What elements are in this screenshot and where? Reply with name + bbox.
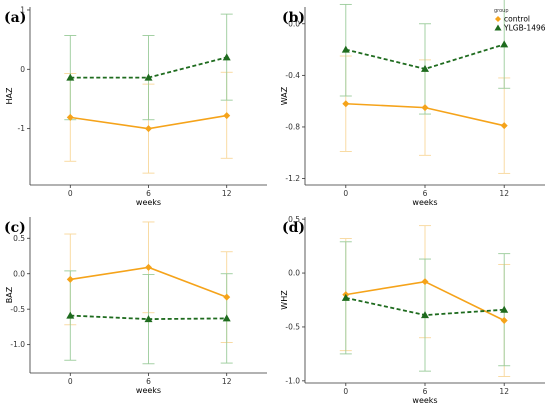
chart-panel-2: -1.2 -0.8 -0.4 0.0 0 6 12 weeks WAZ (b)	[280, 0, 545, 207]
legend-marker-diamond	[495, 16, 501, 22]
y-tick-label: -1.0	[10, 340, 25, 349]
y-axis-title: BAZ	[5, 286, 14, 303]
x-tick-label: 6	[146, 377, 151, 386]
y-tick-label: 0.5	[13, 234, 25, 243]
data-point-ylgb-1496	[144, 315, 153, 323]
data-point-control	[66, 275, 74, 283]
y-tick-label: -0.8	[285, 123, 300, 132]
x-tick-label: 12	[222, 189, 232, 198]
y-tick-label: -1.2	[285, 174, 300, 183]
x-axis-title: weeks	[412, 396, 437, 405]
legend-label: YLGB-1496	[503, 24, 546, 33]
panel-label: (a)	[4, 10, 26, 26]
x-tick-label: 6	[423, 189, 428, 198]
legend-title: group	[494, 8, 509, 14]
data-point-control	[342, 100, 350, 108]
y-tick-label: 0.5	[288, 215, 300, 224]
data-point-control	[500, 122, 508, 130]
data-point-ylgb-1496	[421, 64, 429, 72]
y-tick-label: 0.0	[288, 269, 300, 278]
x-tick-label: 12	[499, 189, 509, 198]
y-axis-title: WAZ	[280, 86, 289, 105]
x-axis-title: weeks	[136, 386, 161, 395]
x-tick-label: 0	[343, 189, 348, 198]
data-point-ylgb-1496	[144, 73, 153, 81]
x-axis-title: weeks	[136, 198, 161, 207]
x-axis-title: weeks	[412, 198, 437, 207]
panel-label: (b)	[282, 10, 305, 26]
data-point-control	[500, 316, 508, 324]
y-axis-title: HAZ	[5, 87, 14, 104]
x-tick-label: 0	[343, 387, 348, 396]
x-tick-label: 12	[222, 377, 232, 386]
panel-label: (c)	[4, 220, 26, 236]
chart-panel-4: -1.0 -0.5 0.0 0.5 0 6 12 weeks WHZ (d)	[280, 215, 545, 405]
y-tick-label: 0.0	[13, 269, 25, 278]
data-point-control	[223, 293, 231, 301]
data-point-ylgb-1496	[66, 311, 75, 319]
y-tick-label: 0	[20, 65, 25, 74]
data-point-ylgb-1496	[341, 293, 350, 301]
panels: -1 0 1 0 6 12 weeks HAZ (a) -1.2 -0.8 -0.4 0.0 0 6 12 we…	[4, 0, 545, 405]
y-tick-label: -0.5	[10, 305, 25, 314]
x-tick-label: 0	[68, 189, 73, 198]
x-tick-label: 0	[68, 377, 73, 386]
x-tick-label: 6	[423, 387, 428, 396]
legend-marker-triangle	[494, 24, 502, 31]
y-tick-label: -0.4	[285, 71, 300, 80]
data-point-control	[145, 125, 152, 133]
y-tick-label: 0.0	[288, 19, 300, 28]
chart-panel-3: -1.0 -0.5 0.0 0.5 0 6 12 weeks BAZ (c)	[4, 217, 267, 395]
data-point-control	[66, 113, 74, 121]
data-point-control	[145, 263, 152, 271]
data-point-control	[421, 104, 429, 112]
x-tick-label: 12	[499, 387, 509, 396]
data-point-ylgb-1496	[500, 305, 509, 313]
panel-label: (d)	[282, 220, 305, 236]
data-point-ylgb-1496	[66, 73, 75, 81]
chart-panel-1: -1 0 1 0 6 12 weeks HAZ (a)	[4, 6, 267, 207]
y-tick-label: -0.5	[285, 323, 300, 332]
y-tick-label: -1.0	[285, 376, 300, 385]
data-point-ylgb-1496	[341, 45, 350, 53]
data-point-ylgb-1496	[222, 53, 231, 61]
x-tick-label: 6	[146, 189, 151, 198]
y-tick-label: -1	[18, 124, 26, 133]
data-point-control	[421, 278, 429, 286]
data-point-ylgb-1496	[500, 40, 509, 48]
data-point-ylgb-1496	[222, 314, 231, 322]
y-tick-label: 1	[20, 6, 25, 15]
data-point-ylgb-1496	[421, 311, 429, 319]
data-point-control	[223, 112, 231, 120]
y-axis-title: WHZ	[280, 290, 289, 310]
legend-label: control	[504, 15, 530, 24]
